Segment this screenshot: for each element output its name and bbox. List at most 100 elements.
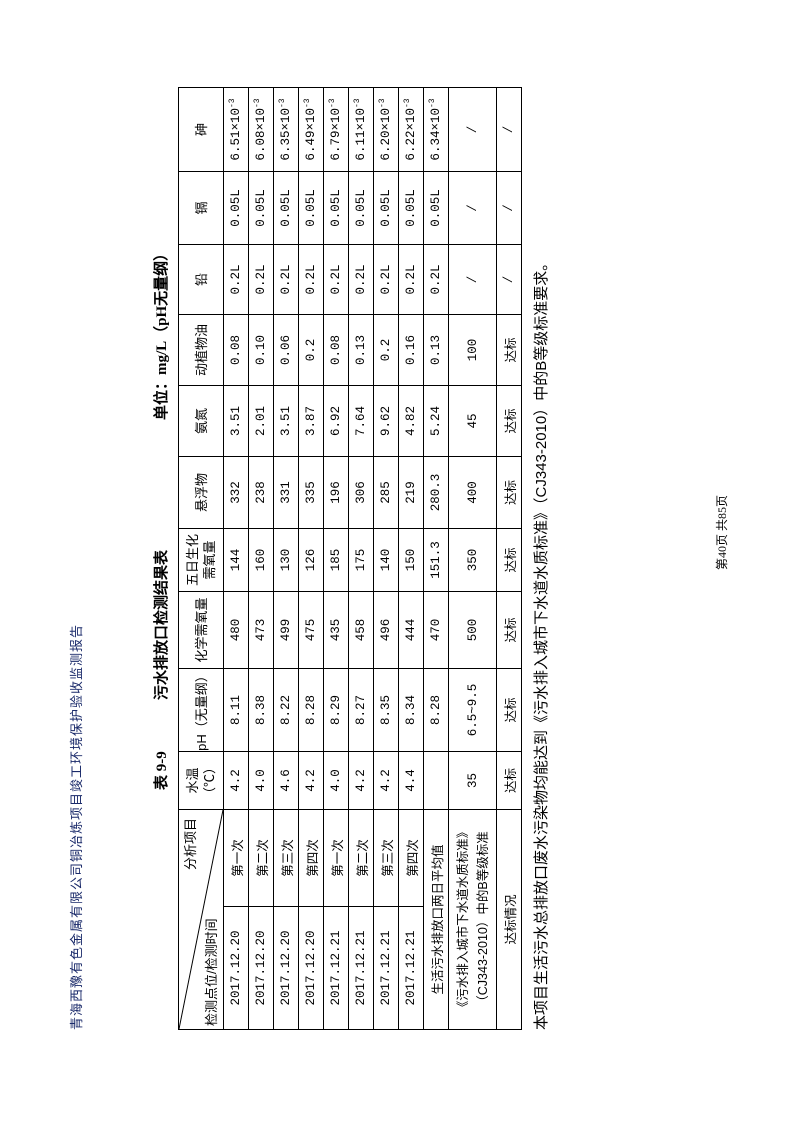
report-header: 青海西豫有色金属有限公司铜冶炼项目竣工环境保护验收监测报告 (69, 623, 84, 1030)
value-cell-text: 9.62 (379, 406, 393, 437)
value-cell-text: 达标 (504, 697, 519, 723)
value-cell-text: 444 (404, 618, 418, 642)
value-cell-text: 8.34 (404, 695, 418, 726)
value-cell-text: / (502, 204, 516, 212)
value-cell-text: 0.05L (329, 189, 343, 227)
round-cell-text: 第三次 (380, 839, 395, 877)
date-cell: 2017.12.21 (398, 906, 424, 1030)
value-cell-text: 达标 (504, 408, 519, 434)
value-cell: 0.05L (273, 171, 299, 245)
value-cell-text: 0.2L (379, 264, 393, 295)
value-cell: 0.06 (273, 314, 299, 386)
exponent: -3 (353, 98, 363, 109)
corner-header: 分析项目 检测点位/检测时间 (178, 809, 224, 1030)
value-cell-text: 0.2L (354, 264, 368, 295)
value-cell: 475 (298, 591, 324, 669)
value-cell-text: 达标 (504, 768, 519, 794)
value-cell-text: 4.0 (254, 769, 268, 792)
value-cell-text: 达标 (504, 547, 519, 573)
column-header: 悬浮物 (178, 456, 224, 529)
value-cell: 0.2L (373, 244, 399, 315)
compliance-row: 达标情况 达标 达标 达标 达标 达标 达标 达标 / / / (496, 87, 522, 1030)
value-cell-text: 6.92 (329, 406, 343, 437)
value-cell-text: 219 (404, 481, 418, 504)
standard-row: 《污水排入城市下水道水质标准》（CJ343-2010）中的B等级标准 35 6.5~… (448, 87, 497, 1030)
corner-bottom-label: 检测点位/检测时间 (204, 918, 219, 1026)
value-cell: 285 (373, 456, 399, 529)
value-cell-text: 100 (465, 338, 480, 362)
round-cell: 第一次 (323, 809, 349, 907)
value-cell: 4.6 (273, 751, 299, 810)
value-cell-text: 335 (304, 481, 318, 504)
value-cell: 5.24 (423, 385, 449, 457)
value-cell: 8.29 (323, 668, 349, 752)
value-cell-text: 8.11 (229, 695, 243, 726)
value-cell: / (448, 171, 497, 245)
value-cell-text: 196 (329, 481, 343, 504)
date-cell-text: 2017.12.20 (279, 930, 293, 1006)
value-cell: 6.35×10-3 (273, 87, 299, 172)
column-header: 化学需氧量 (178, 591, 224, 669)
value-cell-text: 140 (379, 548, 393, 572)
value-cell-text: 4.2 (379, 769, 393, 792)
table-row: 2017.12.20 第一次 4.2 8.11 480 144 332 3.51 0.08 0.2… (223, 87, 249, 1030)
value-cell: 0.13 (423, 314, 449, 386)
value-cell: 0.2L (248, 244, 274, 315)
value-cell-text: 0.2L (254, 264, 268, 295)
round-cell: 第二次 (348, 809, 374, 907)
value-cell-text: 0.2 (304, 338, 318, 362)
exponent: -3 (253, 98, 263, 109)
value-cell-text: 130 (279, 548, 293, 572)
value-cell-text: 4.2 (229, 769, 243, 792)
date-cell-text: 2017.12.21 (354, 930, 368, 1006)
value-cell: 0.16 (398, 314, 424, 386)
table-title: 污水排放口检测结果表 (154, 549, 170, 700)
round-cell: 第四次 (298, 809, 324, 907)
date-cell-text: 2017.12.20 (254, 930, 268, 1006)
value-cell-text: 6.11×10 (354, 108, 369, 161)
table-row: 2017.12.20 第二次 4.0 8.38 473 160 238 2.01 0.10 0.2… (248, 87, 274, 1030)
value-cell: 280.3 (423, 456, 449, 529)
value-cell: 332 (223, 456, 249, 529)
value-cell: 4.82 (398, 385, 424, 457)
value-cell: 达标 (496, 668, 522, 752)
value-cell-text: 8.27 (354, 695, 368, 726)
round-cell-text: 第一次 (330, 839, 345, 877)
value-cell-text: 0.2L (429, 264, 443, 295)
round-cell: 第三次 (273, 809, 299, 907)
round-cell-text: 第一次 (230, 839, 245, 877)
value-cell-text: 8.28 (429, 695, 443, 726)
table-row: 2017.12.21 第三次 4.2 8.35 496 140 285 9.62 0.2 0.2L… (373, 87, 399, 1030)
value-cell: 0.08 (323, 314, 349, 386)
exponent: -3 (303, 98, 313, 109)
average-row: 生活污水排放口两日平均值 8.28 470 151.3 280.3 5.24 0.13 0.2… (423, 87, 449, 1030)
value-cell: 435 (323, 591, 349, 669)
value-cell: 0.05L (298, 171, 324, 245)
value-cell-text: 499 (279, 618, 293, 642)
value-cell-text: 0.06 (279, 335, 293, 366)
value-cell: 0.05L (248, 171, 274, 245)
value-cell: / (448, 87, 497, 172)
value-cell-text: 458 (354, 618, 368, 642)
average-label-text: 生活污水排放口两日平均值 (430, 844, 445, 995)
value-cell: 8.35 (373, 668, 399, 752)
value-cell: 0.2 (298, 314, 324, 386)
value-cell: 4.0 (248, 751, 274, 810)
table-row: 2017.12.20 第四次 4.2 8.28 475 126 335 3.87 0.2 0.2L… (298, 87, 324, 1030)
value-cell: 4.2 (373, 751, 399, 810)
column-header: 五日生化需氧量 (178, 528, 224, 592)
date-cell: 2017.12.20 (273, 906, 299, 1030)
value-cell: 185 (323, 528, 349, 592)
value-cell-text: 400 (465, 481, 480, 504)
date-cell-text: 2017.12.21 (404, 930, 418, 1006)
value-cell-text: 5.24 (429, 406, 443, 437)
value-cell: 0.05L (373, 171, 399, 245)
value-cell: 8.22 (273, 668, 299, 752)
value-cell-text: 3.87 (304, 406, 318, 437)
value-cell-text: 6.20×10 (379, 108, 394, 161)
value-cell-text: 435 (329, 618, 343, 642)
corner-top-label: 分析项目 (183, 818, 198, 871)
exponent: -3 (328, 98, 338, 109)
value-cell: 0.05L (398, 171, 424, 245)
value-cell-text: 4.2 (304, 769, 318, 792)
